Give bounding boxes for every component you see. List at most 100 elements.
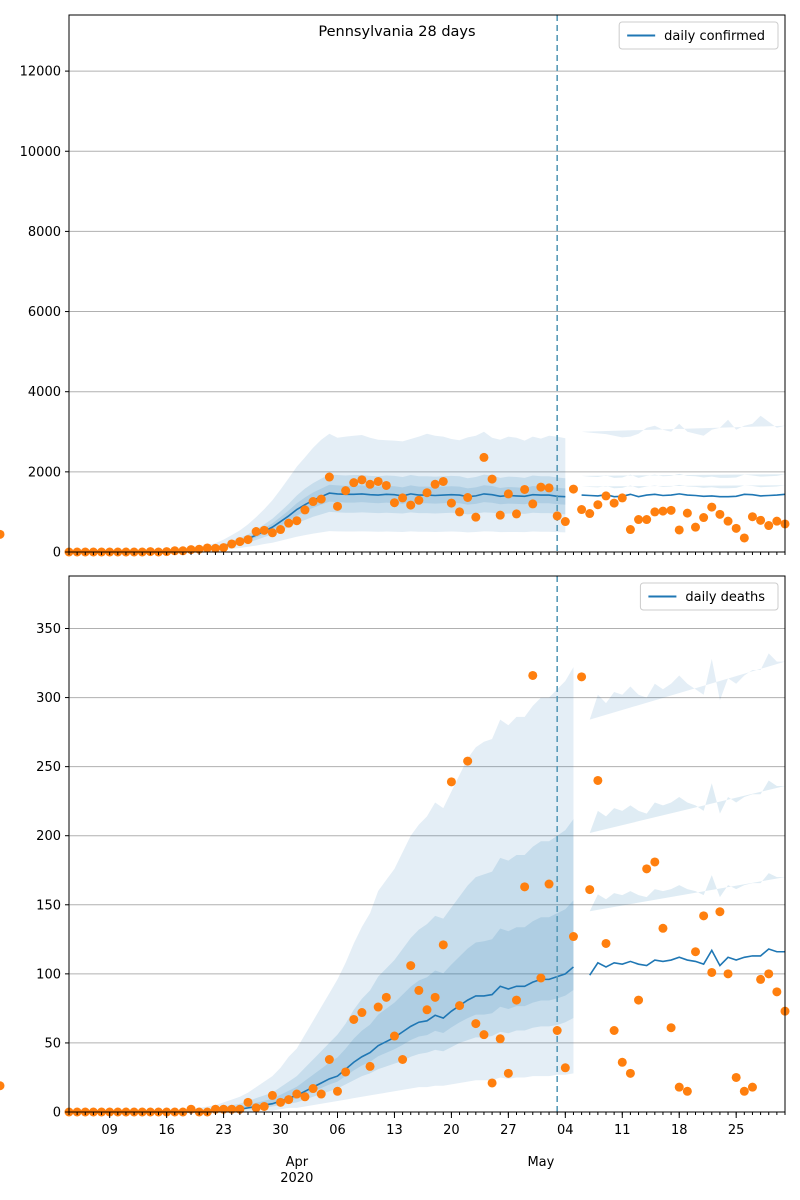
y-tick-label: 2000 <box>28 465 61 480</box>
observed-point <box>495 510 505 520</box>
y-tick-label: 4000 <box>28 385 61 400</box>
x-tick-label: 04 <box>557 1123 574 1138</box>
x-tick-label: 11 <box>614 1123 631 1138</box>
observed-point <box>642 864 652 874</box>
observed-point <box>609 498 619 508</box>
x-tick-label: 06 <box>329 1123 346 1138</box>
y-tick-label: 12000 <box>20 65 61 80</box>
observed-point <box>276 525 286 535</box>
observed-point <box>389 498 399 508</box>
inner-uncertainty-band <box>589 780 785 833</box>
observed-point <box>756 974 766 984</box>
observed-point <box>316 494 326 504</box>
observed-point <box>747 1082 757 1092</box>
observed-point <box>210 543 220 553</box>
observed-point <box>552 511 562 521</box>
observed-point <box>455 507 465 517</box>
y-tick-label: 8000 <box>28 225 61 240</box>
observed-point <box>398 493 408 503</box>
observed-point <box>674 525 684 535</box>
observed-point <box>210 1104 220 1114</box>
confirmed-y-axis: 0 2000 4000 6000 8000 10000 12000 <box>20 65 69 561</box>
confirmed-panel: 0 2000 4000 6000 8000 10000 12000 Pennsylvania… <box>0 14 790 561</box>
y-tick-label: 6000 <box>28 305 61 320</box>
observed-point <box>373 476 383 486</box>
observed-point <box>300 1092 310 1102</box>
observed-point <box>617 1057 627 1067</box>
x-tick-label: 25 <box>728 1123 745 1138</box>
observed-point <box>341 486 351 496</box>
observed-point <box>487 1078 497 1088</box>
observed-point <box>406 500 416 510</box>
observed-point <box>463 492 473 502</box>
observed-point <box>308 497 318 507</box>
inner-uncertainty-band <box>182 819 574 1112</box>
observed-point <box>243 535 253 545</box>
observed-point <box>349 478 359 488</box>
observed-point <box>251 1103 261 1113</box>
observed-point <box>666 1023 676 1033</box>
x-tick-label: 27 <box>500 1123 517 1138</box>
observed-point <box>276 1097 286 1107</box>
y-tick-label: 250 <box>36 760 61 775</box>
observed-point <box>560 517 570 527</box>
median-line-segment <box>589 948 785 976</box>
observed-point <box>292 1089 302 1099</box>
legend-label: daily deaths <box>685 590 765 605</box>
x-month-label: May <box>527 1155 554 1170</box>
y-tick-label: 0 <box>53 546 61 561</box>
observed-point <box>389 1031 399 1041</box>
observed-point <box>373 1002 383 1012</box>
confirmed-x-axis <box>68 552 786 555</box>
x-month-label: Apr <box>286 1155 309 1170</box>
observed-point <box>284 1095 294 1105</box>
x-tick-label: 23 <box>215 1123 232 1138</box>
confirmed-legend: daily confirmed <box>618 21 779 50</box>
y-tick-label: 200 <box>36 829 61 844</box>
observed-point <box>772 987 782 997</box>
observed-point <box>764 521 774 531</box>
outer-uncertainty-band <box>182 431 566 552</box>
observed-point <box>235 1104 245 1114</box>
observed-point <box>251 527 261 537</box>
observed-point <box>406 961 416 971</box>
observed-point <box>536 482 546 492</box>
observed-point <box>544 483 554 493</box>
y-tick-label: 300 <box>36 691 61 706</box>
y-tick-label: 10000 <box>20 145 61 160</box>
observed-point <box>593 500 603 510</box>
observed-point <box>577 672 587 682</box>
observed-point <box>585 885 595 895</box>
observed-point <box>658 923 668 933</box>
observed-point <box>398 1055 408 1065</box>
observed-point <box>715 509 725 519</box>
observed-point <box>471 512 481 522</box>
observed-point <box>487 474 497 484</box>
observed-point <box>658 506 668 516</box>
observed-point <box>349 1014 359 1024</box>
observed-point <box>593 775 603 785</box>
observed-point <box>609 1025 619 1035</box>
observed-point <box>682 1086 692 1096</box>
observed-point <box>219 543 229 553</box>
observed-point <box>739 533 749 543</box>
observed-point <box>479 452 489 462</box>
observed-point <box>691 947 700 957</box>
observed-point <box>544 879 554 889</box>
deaths-median-line <box>182 948 785 1113</box>
observed-point <box>414 495 424 505</box>
x-tick-label: 16 <box>158 1123 175 1138</box>
observed-point <box>438 476 448 486</box>
deaths-uncertainty-bands <box>182 653 785 1112</box>
observed-point <box>512 995 521 1005</box>
observed-point <box>731 523 741 533</box>
outer-uncertainty-band <box>182 667 574 1112</box>
deaths-panel: 0 50 100 150 200 250 300 350 09 16 23 30 06 13 20 27 04… <box>0 575 790 1186</box>
observed-point <box>186 1104 196 1114</box>
observed-point <box>292 516 302 526</box>
observed-point <box>625 1068 635 1078</box>
observed-point <box>650 507 660 517</box>
observed-point <box>723 969 733 979</box>
observed-point <box>316 1089 326 1099</box>
